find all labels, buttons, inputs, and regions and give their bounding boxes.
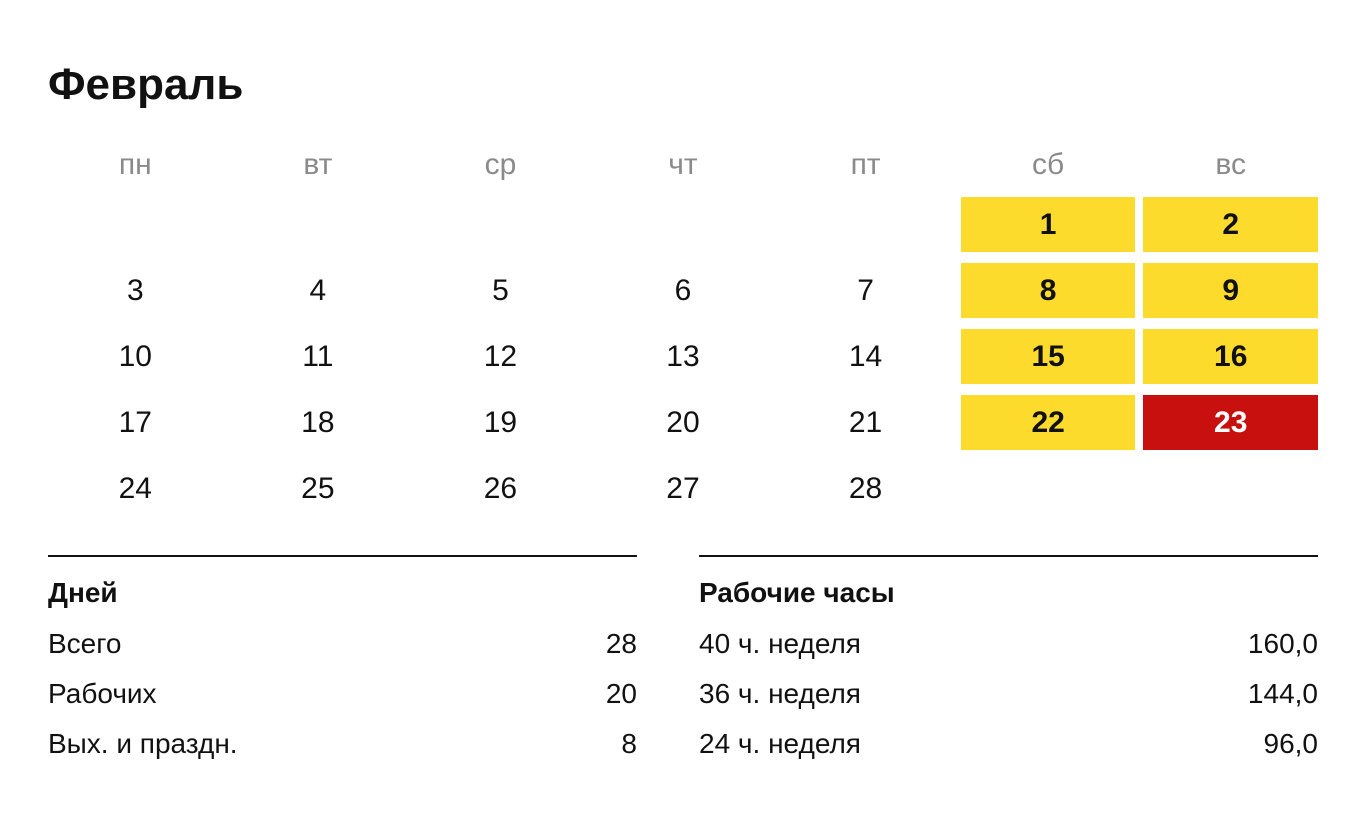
day-cell: 4	[309, 273, 327, 307]
weekday-label-tue: вт	[303, 148, 333, 181]
calendar: пн вт ср чт пт сб вс 1 2 3 4 5 6 7 8 9 1…	[48, 150, 1318, 516]
summary-label: Вых. и праздн.	[48, 728, 238, 759]
day-cell: 1	[960, 197, 1136, 252]
day-cell-holiday: 23	[1143, 395, 1318, 450]
day-cell: 13	[666, 339, 700, 373]
day-cell: 6	[674, 273, 692, 307]
day-cell: 9	[1143, 263, 1318, 318]
day-cell: 7	[857, 273, 874, 307]
summary-value: 96,0	[1263, 728, 1319, 759]
day-cell: 19	[483, 405, 518, 439]
summary-row: Вых. и праздн. 8	[48, 730, 637, 758]
weekday-header-row: пн вт ср чт пт сб вс	[48, 150, 1318, 180]
day-cell	[48, 197, 223, 252]
day-cell: 15	[960, 329, 1136, 384]
days-summary: Дней Всего 28 Рабочих 20 Вых. и праздн. …	[48, 555, 637, 758]
day-cell	[231, 197, 406, 252]
summary-value: 160,0	[1247, 628, 1318, 659]
days-summary-heading: Дней	[48, 577, 118, 608]
production-calendar-page: Февраль пн вт ср чт пт сб вс 1 2 3 4 5 6…	[48, 60, 1318, 758]
summary-row: 40 ч. неделя 160,0	[699, 630, 1318, 658]
day-cell	[961, 461, 1136, 516]
weekday-label-wed: ср	[484, 148, 517, 181]
day-cell: 28	[848, 471, 883, 505]
summary-label: Всего	[48, 628, 122, 659]
weekday-label-sun: вс	[1215, 148, 1246, 181]
day-cell: 5	[492, 273, 509, 307]
summary-value: 28	[605, 628, 637, 659]
day-cell: 21	[848, 405, 883, 439]
summary-row: Рабочих 20	[48, 680, 637, 708]
weekday-label-sat: сб	[1032, 148, 1065, 181]
day-cell: 24	[118, 471, 152, 505]
summary-value: 20	[605, 678, 637, 709]
summary-sections: Дней Всего 28 Рабочих 20 Вых. и праздн. …	[48, 555, 1318, 758]
summary-row: 24 ч. неделя 96,0	[699, 730, 1318, 758]
summary-label: Рабочих	[48, 678, 157, 709]
weekday-label-mon: пн	[118, 148, 152, 181]
day-cell	[1143, 461, 1318, 516]
day-cell: 16	[1143, 329, 1318, 384]
summary-row: Всего 28	[48, 630, 637, 658]
day-cell: 14	[848, 339, 883, 373]
weekday-label-fri: пт	[850, 148, 881, 181]
summary-row: 36 ч. неделя 144,0	[699, 680, 1318, 708]
day-cell: 20	[666, 405, 700, 439]
day-cell: 3	[126, 273, 144, 307]
day-cell: 17	[118, 405, 152, 439]
hours-summary: Рабочие часы 40 ч. неделя 160,0 36 ч. не…	[699, 555, 1318, 758]
day-cell	[596, 197, 771, 252]
day-cell: 26	[483, 471, 518, 505]
day-cell: 27	[666, 471, 700, 505]
day-grid: 1 2 3 4 5 6 7 8 9 10 11 12 13 14 15 16 1…	[48, 197, 1318, 516]
day-cell: 8	[960, 263, 1136, 318]
day-cell: 25	[301, 471, 335, 505]
month-title: Февраль	[48, 60, 244, 109]
summary-label: 24 ч. неделя	[699, 728, 861, 759]
summary-value: 8	[621, 728, 637, 759]
summary-label: 36 ч. неделя	[699, 678, 861, 709]
summary-label: 40 ч. неделя	[699, 628, 861, 659]
day-cell: 12	[483, 339, 518, 373]
summary-value: 144,0	[1247, 678, 1318, 709]
day-cell: 22	[960, 395, 1136, 450]
day-cell: 18	[301, 405, 335, 439]
day-cell	[413, 197, 588, 252]
day-cell: 11	[302, 339, 334, 373]
hours-summary-heading: Рабочие часы	[699, 577, 895, 608]
day-cell	[778, 197, 953, 252]
day-cell: 10	[118, 339, 152, 373]
weekday-label-thu: чт	[668, 148, 698, 181]
day-cell: 2	[1143, 197, 1318, 252]
